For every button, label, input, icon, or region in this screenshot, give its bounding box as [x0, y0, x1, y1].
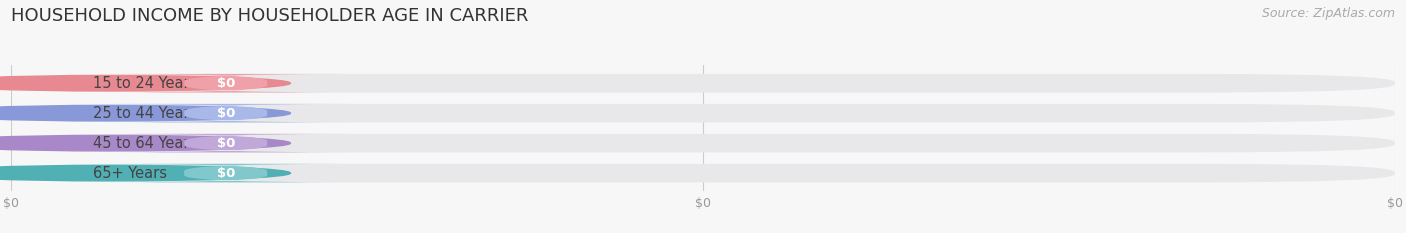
FancyBboxPatch shape — [101, 164, 350, 182]
Circle shape — [0, 165, 291, 181]
FancyBboxPatch shape — [11, 74, 1395, 93]
FancyBboxPatch shape — [11, 164, 226, 182]
Text: Source: ZipAtlas.com: Source: ZipAtlas.com — [1261, 7, 1395, 20]
Text: $0: $0 — [217, 77, 235, 90]
Circle shape — [0, 135, 291, 151]
FancyBboxPatch shape — [101, 104, 350, 123]
Text: 15 to 24 Years: 15 to 24 Years — [93, 76, 197, 91]
Text: HOUSEHOLD INCOME BY HOUSEHOLDER AGE IN CARRIER: HOUSEHOLD INCOME BY HOUSEHOLDER AGE IN C… — [11, 7, 529, 25]
Circle shape — [0, 75, 291, 91]
FancyBboxPatch shape — [101, 134, 350, 152]
Text: 25 to 44 Years: 25 to 44 Years — [93, 106, 197, 121]
Text: $0: $0 — [217, 137, 235, 150]
FancyBboxPatch shape — [101, 74, 350, 93]
Text: $0: $0 — [217, 107, 235, 120]
FancyBboxPatch shape — [11, 74, 226, 93]
Text: 65+ Years: 65+ Years — [93, 166, 167, 181]
FancyBboxPatch shape — [11, 134, 226, 152]
Text: $0: $0 — [217, 167, 235, 180]
Circle shape — [0, 105, 291, 121]
FancyBboxPatch shape — [11, 164, 1395, 182]
FancyBboxPatch shape — [11, 104, 226, 123]
Text: 45 to 64 Years: 45 to 64 Years — [93, 136, 197, 151]
FancyBboxPatch shape — [11, 104, 1395, 123]
FancyBboxPatch shape — [11, 134, 1395, 152]
